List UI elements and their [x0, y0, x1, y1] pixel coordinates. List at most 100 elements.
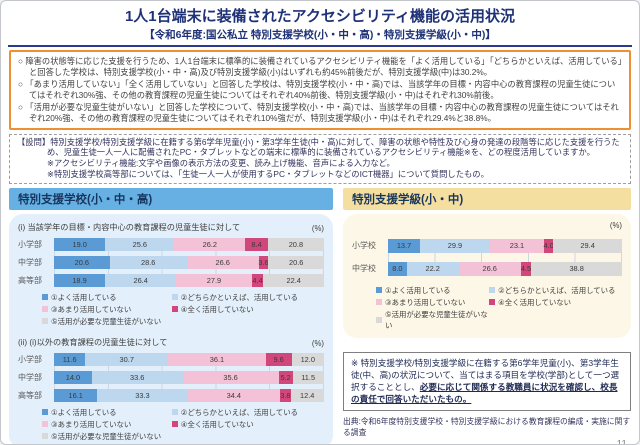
- method-note-box: ※ 特別支援学校/特別支援学級に在籍する第6学年児童(小)、第3学年生徒(中、高…: [343, 351, 631, 411]
- category-label: 高等部: [18, 275, 42, 285]
- bar-track: 11.6 30.7 36.1 9.6 12.0: [54, 352, 324, 366]
- bar-value-label: 36.1: [209, 354, 225, 364]
- bar-segment: 4.0: [543, 238, 554, 253]
- chart-head: (%): [352, 221, 622, 230]
- legend-label: ③あまり活用していない: [51, 304, 132, 314]
- bar-segment: 8.0: [388, 261, 407, 276]
- chart-head: (i) 当該学年の目標・内容中心の教育課程の児童生徒に対して (%): [18, 221, 324, 233]
- bar-track: 19.0 25.6 26.2 8.4 20.8: [54, 237, 324, 251]
- legend-label: ③あまり活用していない: [385, 297, 466, 307]
- special-classes-chart-panel: (%) 小学校 13.7 29.9 23.1 4.0 29.4 中学校 8.0 22.2 26.6…: [343, 213, 631, 338]
- question-note: ※特別支援学校高等部については、「生徒一人一人が使用するPC・タブレットなどのI…: [47, 168, 489, 179]
- bar-segment: 12.0: [291, 352, 324, 366]
- bar-value-label: 23.1: [509, 241, 525, 251]
- legend-item: ④全く活用していない: [171, 304, 324, 315]
- bar-value-label: 28.6: [141, 257, 156, 267]
- bar-segment: 22.4: [263, 273, 324, 287]
- bar-value-label: 4.4: [252, 275, 263, 285]
- special-schools-chart-panel: (i) 当該学年の目標・内容中心の教育課程の児童生徒に対して (%) 小学部 19…: [9, 213, 333, 444]
- legend-item: ①よく活用している: [42, 407, 172, 418]
- bar-segment: 20.6: [268, 255, 324, 269]
- chart-title: (ii) (i)以外の教育課程の児童生徒に対して: [18, 337, 168, 347]
- question-text: 【設問】特別支援学校/特別支援学級に在籍する第6学年児童(小)・第3学年生徒(中…: [17, 136, 620, 158]
- legend-label: ⑤活用が必要な児童生徒がいない: [385, 309, 488, 330]
- bar-segment: 9.6: [265, 352, 292, 366]
- legend-swatch-icon: [489, 299, 496, 306]
- bar-value-label: 22.2: [425, 264, 440, 274]
- chart-row: 小学校 13.7 29.9 23.1 4.0 29.4: [352, 238, 622, 253]
- bar-value-label: 20.8: [288, 239, 304, 249]
- bar-value-label: 29.9: [447, 241, 463, 251]
- category-label: 小学部: [18, 239, 42, 249]
- page-subtitle: 【令和6年度:国公私立 特別支援学校(小・中・高)・特別支援学級(小・中)】: [144, 29, 496, 41]
- legend-swatch-icon: [171, 306, 178, 313]
- chart-row: 高等部 18.9 26.4 27.9 4.4 22.4: [18, 273, 324, 287]
- bar-segment: 33.6: [91, 370, 183, 384]
- chart-unit-label: (%): [311, 338, 324, 348]
- chart-rows: 小学部 19.0 25.6 26.2 8.4 20.8 中学部 20.6 28.6 26.6 3.6…: [18, 237, 324, 287]
- bar-value-label: 19.0: [72, 239, 87, 249]
- question-box: 【設問】特別支援学校/特別支援学級に在籍する第6学年児童(小)・第3学年生徒(中…: [9, 133, 631, 184]
- legend-item: ②どちらかといえば、活用している: [489, 285, 622, 296]
- bar-value-label: 26.6: [482, 264, 497, 274]
- bar-value-label: 3.6: [258, 257, 269, 267]
- chart-row: 中学部 20.6 28.6 26.6 3.6 20.6: [18, 255, 324, 269]
- bar-value-label: 33.6: [129, 372, 145, 382]
- charts-area: 特別支援学校(小・中・高) (i) 当該学年の目標・内容中心の教育課程の児童生徒…: [1, 187, 639, 444]
- bar-segment: 18.9: [54, 273, 106, 287]
- bar-value-label: 12.4: [300, 390, 315, 400]
- bar-segment: 4.4: [251, 273, 264, 287]
- legend-swatch-icon: [42, 433, 48, 440]
- bar-segment: 5.2: [278, 370, 293, 384]
- bar-track: 8.0 22.2 26.6 4.5 38.8: [388, 261, 622, 276]
- bar-value-label: 3.8: [280, 390, 291, 400]
- legend-swatch-icon: [376, 287, 382, 294]
- summary-bullet: ○ 障害の状態等に応じた支援を行うため、1人1台端末に標準的に装備されているアク…: [18, 56, 622, 77]
- bar-value-label: 18.9: [72, 275, 87, 285]
- legend-item: ②どちらかといえば、活用している: [171, 407, 324, 418]
- chart-row: 高等部 16.1 33.3 34.4 3.8 12.4: [18, 388, 324, 402]
- bar-value-label: 4.5: [520, 264, 532, 274]
- legend-label: ④全く活用していない: [180, 419, 254, 429]
- legend-item: ①よく活用している: [42, 292, 172, 303]
- bar-value-label: 26.6: [215, 257, 230, 267]
- legend-label: ⑤活用が必要な児童生徒がいない: [51, 316, 162, 326]
- legend-item: ④全く活用していない: [171, 419, 324, 430]
- bar-segment: 26.4: [105, 273, 177, 287]
- legend-swatch-icon: [376, 299, 382, 306]
- legend-label: ⑤活用が必要な児童生徒がいない: [51, 431, 162, 441]
- panel-header-special-classes: 特別支援学級(小・中): [343, 187, 631, 210]
- chart-legend: ①よく活用している ②どちらかといえば、活用している ③あまり活用していない ④全く活…: [42, 292, 324, 327]
- bar-segment: 35.6: [182, 370, 279, 384]
- legend-swatch-icon: [42, 306, 48, 313]
- bar-segment: 25.6: [105, 237, 175, 251]
- bar-value-label: 9.6: [273, 354, 284, 364]
- method-note-emphasis: 必要に応じて関係する教職員に状況を確認し、校長の責任で回答いただいたもの。: [351, 382, 618, 405]
- source-citation: 出典:令和6年度特別支援学校・特別支援学級における教育課程の編成・実施に関する調…: [343, 416, 631, 437]
- bar-value-label: 33.3: [135, 390, 150, 400]
- bar-value-label: 22.4: [286, 275, 301, 285]
- legend-item: ①よく活用している: [376, 285, 489, 296]
- legend-label: ②どちらかといえば、活用している: [180, 407, 298, 417]
- bar-segment: 26.6: [186, 255, 259, 269]
- chart-block-ii: (ii) (i)以外の教育課程の児童生徒に対して (%) 小学部 11.6 30.7…: [18, 336, 324, 442]
- legend-label: ①よく活用している: [51, 292, 117, 302]
- bar-segment: 3.6: [258, 255, 269, 269]
- legend-label: ④全く活用していない: [498, 297, 572, 307]
- bar-segment: 23.1: [489, 238, 544, 253]
- bar-segment: 30.7: [85, 352, 169, 366]
- bar-segment: 38.8: [531, 261, 622, 276]
- summary-bullet: ○ 「あまり活用していない」「全く活用していない」と回答した学校は、特別支援学校…: [18, 78, 616, 100]
- bar-segment: 4.5: [520, 261, 532, 276]
- chart-legend: ①よく活用している ②どちらかといえば、活用している ③あまり活用していない ④全く活…: [376, 285, 622, 331]
- bar-segment: 36.1: [168, 352, 266, 366]
- category-label: 小学部: [18, 354, 42, 364]
- chart-unit-label: (%): [609, 220, 622, 230]
- question-note: ※アクセシビリティ機能:文字や画像の表示方法の変更、読み上げ機能、音声による入力…: [47, 158, 395, 169]
- bar-segment: 28.6: [109, 255, 187, 269]
- bar-segment: 20.6: [54, 255, 110, 269]
- bar-segment: 26.6: [458, 261, 521, 276]
- page-title: 1人1台端末に装備されたアクセシビリティ機能の活用状況: [124, 8, 516, 25]
- bar-segment: 8.4: [245, 237, 268, 251]
